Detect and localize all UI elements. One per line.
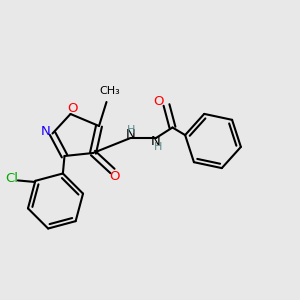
Text: Cl: Cl: [5, 172, 18, 185]
Text: N: N: [151, 135, 161, 148]
Text: N: N: [41, 125, 51, 139]
Text: O: O: [67, 102, 77, 115]
Text: H: H: [154, 142, 163, 152]
Text: N: N: [125, 128, 135, 142]
Text: CH₃: CH₃: [99, 86, 120, 96]
Text: O: O: [109, 170, 119, 184]
Text: O: O: [154, 95, 164, 108]
Text: H: H: [127, 124, 136, 135]
